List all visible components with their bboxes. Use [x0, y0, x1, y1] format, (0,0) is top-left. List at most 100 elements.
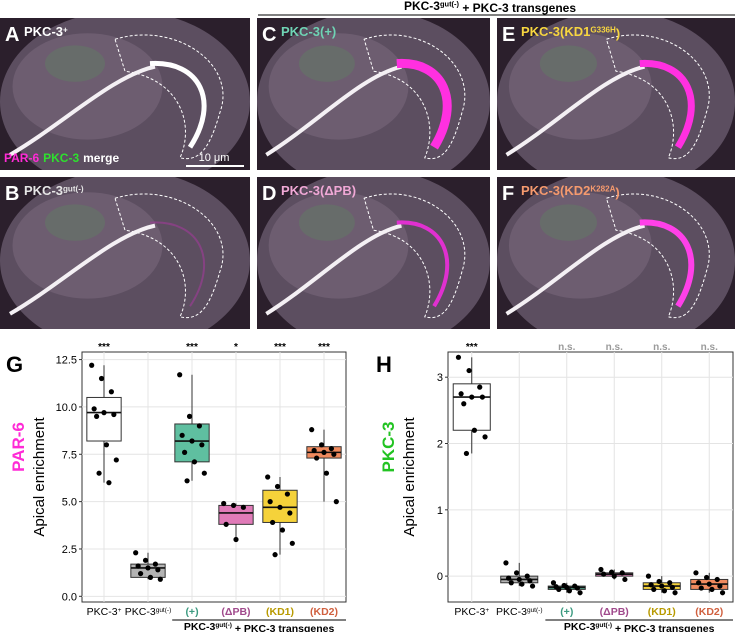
point [287, 510, 293, 516]
point [223, 521, 229, 527]
point [274, 483, 281, 490]
point [479, 394, 485, 400]
gut-white [505, 64, 646, 157]
category-label: (KD2) [310, 606, 338, 618]
outline-dashed [605, 34, 710, 160]
point [506, 575, 512, 581]
point [601, 571, 607, 577]
group-label-base: PKC-3 [184, 621, 216, 632]
point [199, 442, 205, 448]
panel-letter: A [5, 24, 19, 46]
category-label-sup: gut(-) [527, 607, 543, 614]
point [309, 427, 315, 433]
point [455, 354, 462, 360]
category-label-base: PKC-3 [454, 606, 485, 618]
point [524, 573, 530, 579]
gut-arc [149, 221, 206, 307]
group-label-base: PKC-3 [564, 621, 596, 632]
point [648, 582, 654, 588]
point [314, 455, 320, 461]
point [529, 583, 536, 589]
group-label-after: + PKC-3 transgenes [232, 623, 335, 632]
micrograph [497, 18, 735, 170]
point [693, 570, 699, 576]
panel-letter: C [262, 24, 276, 46]
point [574, 585, 580, 591]
point [230, 502, 237, 509]
point [503, 560, 509, 566]
y-tick-label: 12.5 [56, 355, 77, 367]
panel-letter: F [502, 183, 514, 205]
point [155, 567, 161, 573]
point [182, 449, 188, 455]
embryo-green [298, 204, 355, 241]
point [667, 580, 673, 586]
gut-white [505, 223, 646, 316]
point [311, 447, 317, 454]
panel-letter: E [502, 24, 515, 46]
micrograph [0, 177, 250, 329]
legend-merge: merge [83, 151, 119, 165]
panel-label-after: ) [615, 185, 619, 200]
point [331, 451, 337, 457]
point [272, 552, 278, 558]
point [240, 504, 246, 510]
y-tick-label: 0.0 [62, 591, 77, 603]
micrograph [497, 177, 735, 329]
embryo-texture [268, 33, 409, 140]
point [147, 574, 154, 580]
point [113, 457, 119, 463]
significance: *** [186, 342, 198, 353]
point [659, 583, 665, 589]
point [463, 450, 470, 457]
panel-label-after: ) [616, 26, 620, 41]
point [270, 519, 276, 526]
point [566, 588, 573, 594]
embryo-green [45, 204, 105, 241]
point [138, 570, 144, 577]
category-label-sup: gut(-) [156, 607, 172, 614]
point [471, 427, 478, 433]
embryo-green [298, 45, 355, 82]
point [152, 561, 158, 567]
point [608, 569, 615, 575]
point [519, 581, 525, 587]
point [191, 459, 198, 465]
protein-label: PAR-6 [9, 422, 28, 472]
plot-bg [447, 351, 734, 603]
micrograph [0, 18, 250, 170]
gut-arc [149, 61, 207, 149]
point [289, 540, 295, 546]
y-tick-label: 2.5 [62, 544, 77, 556]
category-label-base: (ΔPB) [600, 606, 629, 618]
point [98, 375, 105, 382]
panel-label: PKC-3(ΔPB) [281, 183, 356, 198]
point [318, 442, 325, 448]
category-label: (KD1) [266, 606, 294, 618]
point [265, 474, 271, 480]
point [108, 389, 114, 395]
category-label: PKC-3gut(-) [125, 606, 171, 618]
point [279, 527, 286, 533]
point [556, 586, 562, 593]
category-label: (+) [185, 606, 198, 618]
outline-dashed [363, 34, 466, 160]
gut-white [265, 223, 402, 316]
embryo-texture [12, 33, 163, 140]
point [611, 573, 617, 579]
embryo-green [45, 45, 105, 82]
panel-letter: G [6, 352, 23, 377]
point [277, 504, 283, 510]
point [469, 394, 475, 400]
point [142, 557, 149, 563]
point [233, 536, 239, 543]
point [321, 449, 327, 455]
point [284, 491, 290, 497]
point [328, 445, 334, 452]
legend-par6: PAR-6 [4, 151, 39, 165]
point [703, 574, 710, 581]
y-axis-title: Apical enrichment [401, 417, 418, 537]
panel-label: PKC-3(KD2K282A) [521, 183, 620, 200]
point [103, 442, 110, 448]
